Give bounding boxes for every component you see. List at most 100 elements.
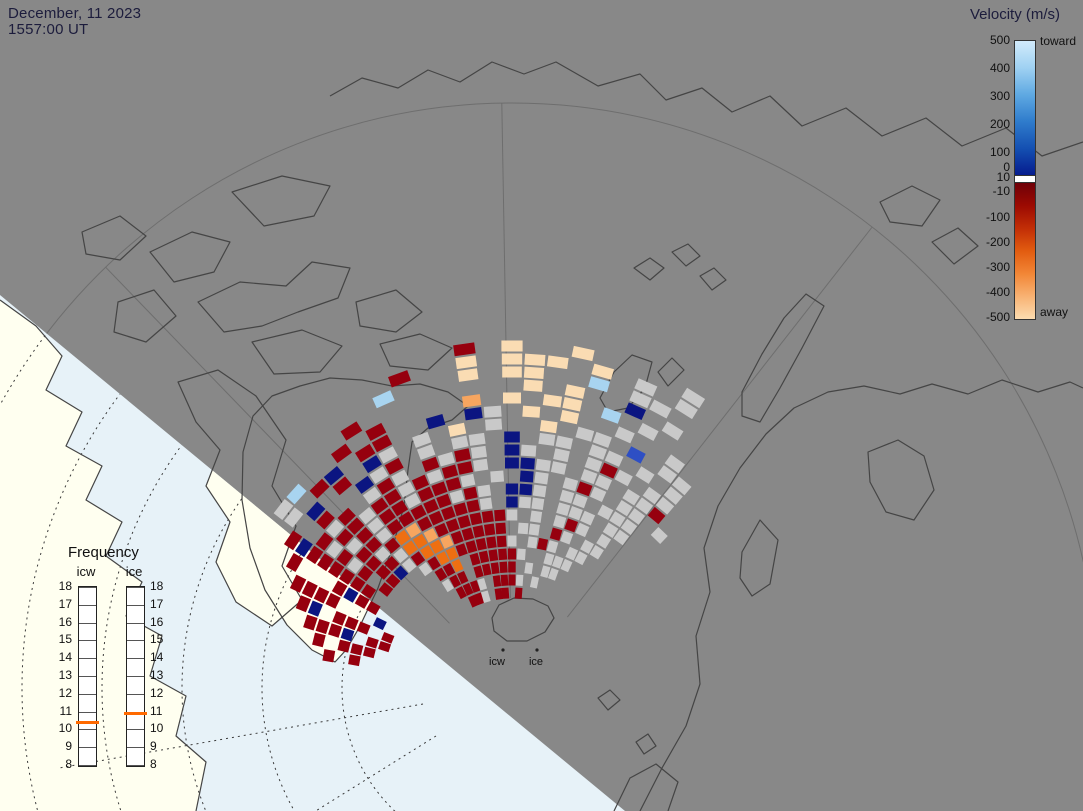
- velocity-cell: [546, 540, 559, 554]
- velocity-cell: [404, 492, 421, 509]
- velocity-cell: [564, 518, 579, 533]
- velocity-cell: [378, 446, 398, 464]
- velocity-cell: [355, 546, 373, 564]
- velocity-cell: [524, 562, 534, 575]
- velocity-cell: [445, 477, 462, 492]
- radar-label-icw: icw: [489, 656, 505, 668]
- velocity-cell: [560, 530, 574, 545]
- velocity-cell: [375, 564, 392, 580]
- velocity-cell: [519, 483, 533, 496]
- velocity-cell: [655, 496, 675, 515]
- velocity-cell: [340, 627, 355, 642]
- frequency-scale-number: 9: [150, 739, 157, 754]
- frequency-column-label-icw: icw: [76, 564, 96, 579]
- velocity-cell: [405, 522, 422, 539]
- velocity-cell: [354, 594, 370, 609]
- velocity-cell: [534, 471, 549, 485]
- velocity-cell: [535, 458, 551, 472]
- velocity-cell: [507, 548, 517, 560]
- velocity-cell: [354, 443, 376, 463]
- velocity-cell: [565, 546, 579, 561]
- velocity-cell: [542, 394, 563, 408]
- frequency-scale-number: 13: [58, 668, 72, 682]
- velocity-colorbar: [1014, 40, 1036, 320]
- velocity-cell: [372, 390, 395, 409]
- frequency-tick: [127, 640, 144, 642]
- velocity-cell: [613, 529, 630, 546]
- velocity-cell: [564, 384, 586, 399]
- velocity-cell: [367, 517, 385, 535]
- velocity-cell: [354, 475, 375, 494]
- velocity-cell: [358, 506, 377, 525]
- velocity-cell: [552, 514, 567, 529]
- velocity-cell: [428, 510, 444, 526]
- velocity-cell: [562, 477, 579, 492]
- velocity-cell: [514, 587, 523, 599]
- velocity-cell: [674, 398, 698, 420]
- velocity-cell: [332, 610, 347, 626]
- velocity-cell: [614, 426, 635, 444]
- velocity-cell: [447, 422, 467, 437]
- frequency-scale-number: 14: [58, 650, 72, 665]
- frequency-scale-number: 17: [58, 596, 72, 611]
- frequency-scale-number: 8: [65, 757, 72, 771]
- velocity-cell: [322, 649, 336, 663]
- velocity-cell: [457, 570, 469, 585]
- velocity-cell: [661, 421, 684, 441]
- frequency-tick: [79, 640, 96, 642]
- velocity-cell: [394, 529, 411, 546]
- velocity-cell: [556, 502, 571, 517]
- velocity-cell: [336, 528, 354, 547]
- frequency-scale-number: 11: [150, 703, 163, 718]
- velocity-cell: [501, 340, 523, 352]
- velocity-cell: [420, 545, 435, 560]
- radar-site-marker-ice: [535, 648, 539, 652]
- velocity-cell: [376, 477, 396, 495]
- velocity-cell: [657, 465, 678, 484]
- frequency-scale-number: 18: [58, 579, 72, 593]
- velocity-cell: [449, 574, 462, 588]
- velocity-cell: [492, 575, 502, 588]
- velocity-cell: [423, 527, 439, 543]
- velocity-cell: [348, 654, 361, 667]
- velocity-cell: [454, 448, 471, 463]
- velocity-cell: [508, 561, 516, 573]
- velocity-cell: [374, 546, 391, 563]
- velocity-cell: [628, 508, 646, 525]
- frequency-scale-number: 18: [150, 579, 164, 593]
- radar-site-marker-icw: [501, 648, 505, 652]
- velocity-cell: [357, 565, 374, 582]
- velocity-cell: [553, 448, 570, 463]
- frequency-title: Frequency: [68, 544, 139, 561]
- frequency-tick: [127, 604, 144, 606]
- velocity-cell: [560, 558, 573, 573]
- frequency-tick: [79, 729, 96, 731]
- velocity-cell: [479, 497, 493, 511]
- velocity-cell: [375, 527, 393, 544]
- velocity-cell: [531, 497, 545, 511]
- velocity-cell: [384, 457, 404, 475]
- date-label: December, 11 2023: [8, 5, 142, 22]
- velocity-cell: [485, 418, 503, 431]
- velocity-cell: [602, 522, 619, 538]
- velocity-cell: [473, 565, 484, 579]
- velocity-cell: [635, 497, 654, 515]
- velocity-cell: [349, 576, 366, 592]
- velocity-cell: [453, 502, 468, 517]
- velocity-cell: [316, 510, 335, 530]
- velocity-cell: [600, 407, 622, 424]
- velocity-cell: [455, 586, 467, 600]
- velocity-cell: [381, 631, 395, 644]
- velocity-cell: [494, 587, 504, 600]
- velocity-cell: [550, 461, 567, 475]
- frequency-scale-number: 10: [150, 721, 164, 736]
- velocity-cell: [388, 370, 411, 388]
- velocity-cell: [372, 617, 387, 631]
- velocity-cell: [384, 537, 401, 554]
- velocity-cell: [393, 565, 409, 581]
- velocity-cell: [336, 548, 354, 567]
- velocity-cell: [303, 614, 318, 631]
- frequency-tick: [79, 765, 96, 766]
- velocity-cell: [524, 353, 546, 366]
- velocity-cell: [504, 431, 520, 443]
